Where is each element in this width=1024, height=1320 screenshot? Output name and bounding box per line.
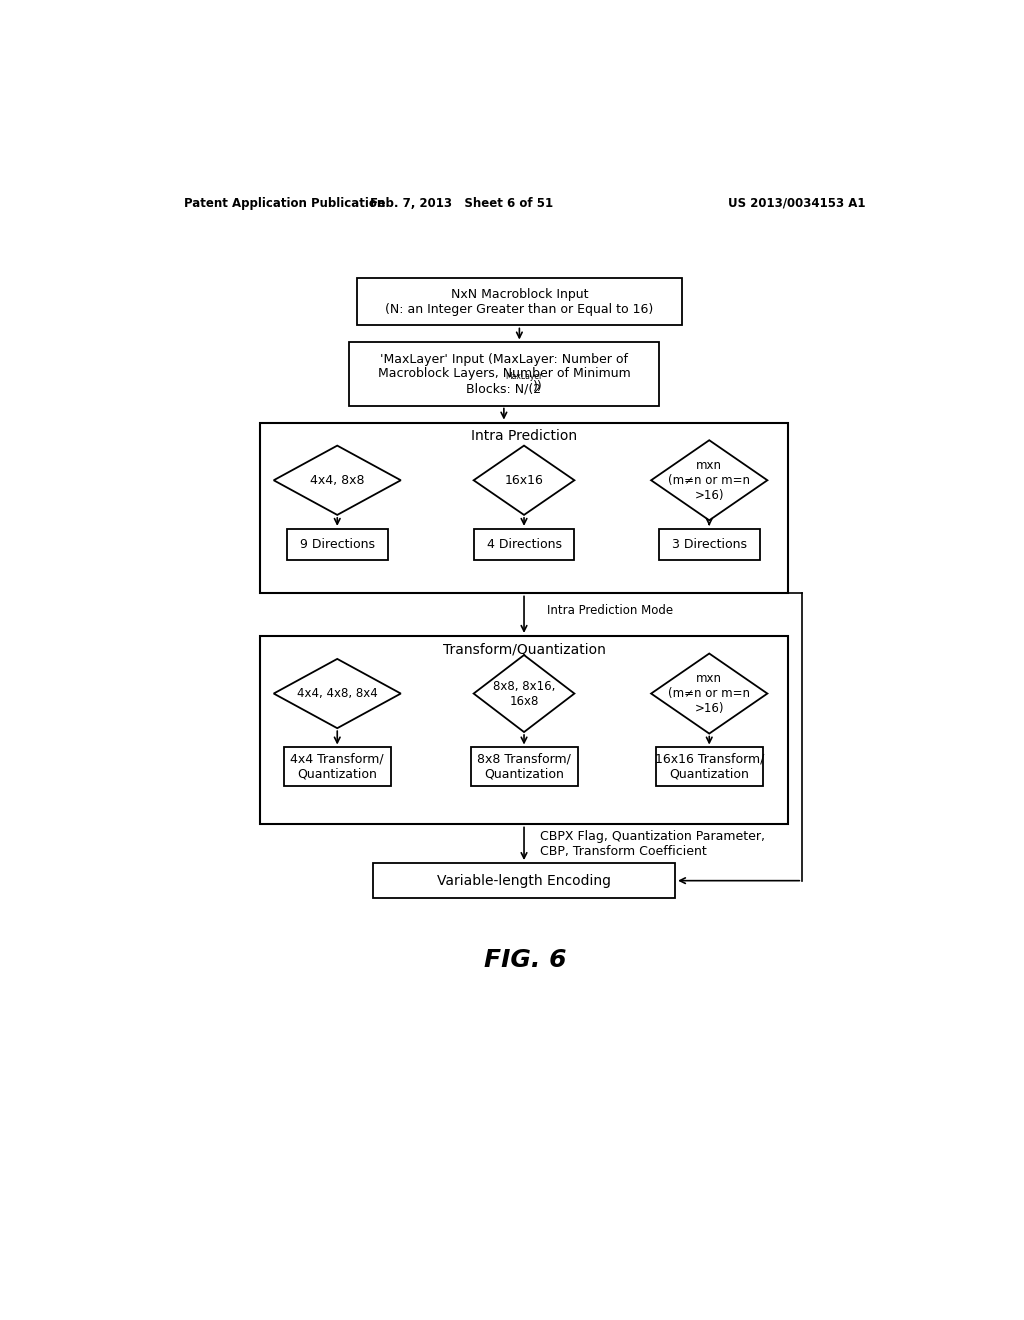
Polygon shape	[651, 441, 767, 520]
Text: Patent Application Publication: Patent Application Publication	[183, 197, 385, 210]
Text: Transform/Quantization: Transform/Quantization	[442, 643, 605, 656]
Text: Intra Prediction Mode: Intra Prediction Mode	[547, 605, 674, 618]
Text: 8x8 Transform/
Quantization: 8x8 Transform/ Quantization	[477, 752, 571, 780]
Text: Intra Prediction: Intra Prediction	[471, 429, 578, 444]
FancyBboxPatch shape	[658, 529, 760, 560]
Text: MaxLayer: MaxLayer	[506, 372, 543, 381]
Polygon shape	[273, 659, 400, 729]
FancyBboxPatch shape	[356, 277, 682, 326]
FancyBboxPatch shape	[471, 747, 578, 785]
Text: 3 Directions: 3 Directions	[672, 537, 746, 550]
FancyBboxPatch shape	[284, 747, 391, 785]
FancyBboxPatch shape	[260, 636, 788, 825]
Text: Variable-length Encoding: Variable-length Encoding	[437, 874, 611, 887]
Text: mxn
(m≠n or m=n
>16): mxn (m≠n or m=n >16)	[669, 459, 751, 502]
Text: Feb. 7, 2013   Sheet 6 of 51: Feb. 7, 2013 Sheet 6 of 51	[370, 197, 553, 210]
Text: mxn
(m≠n or m=n
>16): mxn (m≠n or m=n >16)	[669, 672, 751, 715]
Text: )): ))	[534, 380, 543, 393]
FancyBboxPatch shape	[260, 422, 788, 594]
Polygon shape	[474, 655, 574, 733]
FancyBboxPatch shape	[373, 863, 675, 899]
Polygon shape	[273, 446, 400, 515]
FancyBboxPatch shape	[655, 747, 763, 785]
FancyBboxPatch shape	[474, 529, 574, 560]
Text: 16x16: 16x16	[505, 474, 544, 487]
Text: FIG. 6: FIG. 6	[483, 948, 566, 972]
Polygon shape	[474, 446, 574, 515]
Text: 'MaxLayer' Input (MaxLayer: Number of
Macroblock Layers, Number of Minimum
Block: 'MaxLayer' Input (MaxLayer: Number of Ma…	[378, 352, 630, 396]
Text: 16x16 Transform/
Quantization: 16x16 Transform/ Quantization	[654, 752, 764, 780]
Text: 4x4 Transform/
Quantization: 4x4 Transform/ Quantization	[291, 752, 384, 780]
Text: 4x4, 8x8: 4x4, 8x8	[310, 474, 365, 487]
Text: 9 Directions: 9 Directions	[300, 537, 375, 550]
Text: 4 Directions: 4 Directions	[486, 537, 561, 550]
FancyBboxPatch shape	[287, 529, 388, 560]
Text: NxN Macroblock Input
(N: an Integer Greater than or Equal to 16): NxN Macroblock Input (N: an Integer Grea…	[385, 288, 653, 315]
Text: 4x4, 4x8, 8x4: 4x4, 4x8, 8x4	[297, 686, 378, 700]
FancyBboxPatch shape	[349, 342, 658, 405]
Text: US 2013/0034153 A1: US 2013/0034153 A1	[728, 197, 866, 210]
Text: CBPX Flag, Quantization Parameter,
CBP, Transform Coefficient: CBPX Flag, Quantization Parameter, CBP, …	[540, 830, 765, 858]
Polygon shape	[651, 653, 767, 734]
Text: 8x8, 8x16,
16x8: 8x8, 8x16, 16x8	[493, 680, 555, 708]
